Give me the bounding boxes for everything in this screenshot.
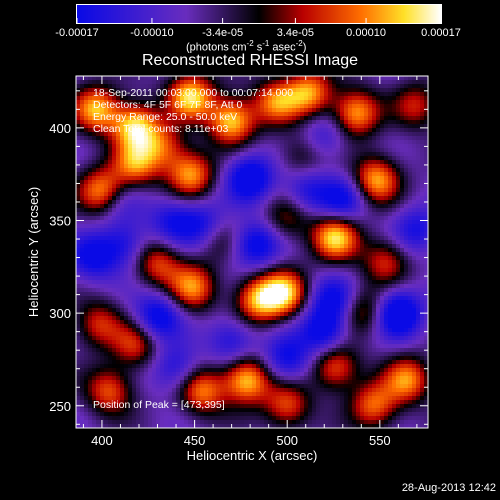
y-tick-label: 250 — [49, 399, 71, 414]
x-tick-label: 550 — [369, 433, 391, 448]
colorbar-tick-label: 0.00010 — [346, 27, 386, 39]
annotation-method: Clean Total counts: 8.11e+03 — [93, 123, 228, 135]
colorbar-tick-label: -0.00010 — [130, 27, 173, 39]
colorbar-units: (photons cm-2 s-1 asec-2) — [186, 39, 307, 54]
heatmap-image — [76, 76, 428, 428]
x-tick-label: 450 — [184, 433, 206, 448]
colorbar-tick-label: -0.00017 — [55, 27, 98, 39]
x-tick-label: 500 — [276, 433, 298, 448]
annotation-peak: Position of Peak = [473,395] — [93, 399, 225, 411]
colorbar-tick-label: 3.4e-05 — [277, 27, 314, 39]
x-axis-ticks: 400 450 500 550 — [82, 76, 418, 448]
y-axis-ticks: 250 300 350 400 — [49, 90, 428, 425]
y-tick-label: 350 — [49, 214, 71, 229]
annotation-energy: Energy Range: 25.0 - 50.0 keV — [93, 111, 237, 123]
timestamp: 28-Aug-2013 12:42 — [401, 482, 496, 494]
y-tick-label: 300 — [49, 306, 71, 321]
annotation-time: 18-Sep-2011 00:03:00.000 to 00:07:14.000 — [93, 87, 293, 99]
x-axis-label: Heliocentric X (arcsec) — [187, 448, 318, 463]
x-tick-label: 400 — [91, 433, 113, 448]
colorbar-tick-label: -3.4e-05 — [202, 27, 243, 39]
colorbar-axis: -0.00017 -0.00010 -3.4e-05 3.4e-05 0.00010 0.… — [55, 18, 461, 39]
annotation-detectors: Detectors: 4F 5F 6F 7F 8F, Att 0 — [93, 99, 243, 111]
colorbar-gradient — [76, 4, 442, 24]
y-tick-label: 400 — [49, 121, 71, 136]
plot-frame — [75, 75, 429, 429]
colorbar-tick-label: 0.00017 — [421, 27, 461, 39]
y-axis-label: Heliocentric Y (arcsec) — [26, 187, 41, 317]
chart-title: Reconstructed RHESSI Image — [141, 52, 359, 69]
